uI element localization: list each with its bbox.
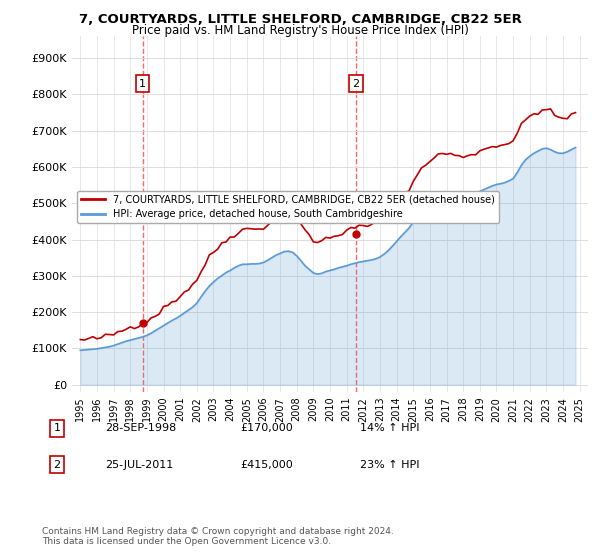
Text: 14% ↑ HPI: 14% ↑ HPI xyxy=(360,423,419,433)
Text: £415,000: £415,000 xyxy=(240,460,293,470)
Text: £170,000: £170,000 xyxy=(240,423,293,433)
Text: 28-SEP-1998: 28-SEP-1998 xyxy=(105,423,176,433)
Text: 7, COURTYARDS, LITTLE SHELFORD, CAMBRIDGE, CB22 5ER: 7, COURTYARDS, LITTLE SHELFORD, CAMBRIDG… xyxy=(79,13,521,26)
Text: Contains HM Land Registry data © Crown copyright and database right 2024.
This d: Contains HM Land Registry data © Crown c… xyxy=(42,526,394,546)
Text: 25-JUL-2011: 25-JUL-2011 xyxy=(105,460,173,470)
Text: 1: 1 xyxy=(53,423,61,433)
Text: 2: 2 xyxy=(53,460,61,470)
Text: Price paid vs. HM Land Registry's House Price Index (HPI): Price paid vs. HM Land Registry's House … xyxy=(131,24,469,37)
Text: 1: 1 xyxy=(139,78,146,88)
Text: 2: 2 xyxy=(352,78,359,88)
Legend: 7, COURTYARDS, LITTLE SHELFORD, CAMBRIDGE, CB22 5ER (detached house), HPI: Avera: 7, COURTYARDS, LITTLE SHELFORD, CAMBRIDG… xyxy=(77,190,499,223)
Text: 23% ↑ HPI: 23% ↑ HPI xyxy=(360,460,419,470)
